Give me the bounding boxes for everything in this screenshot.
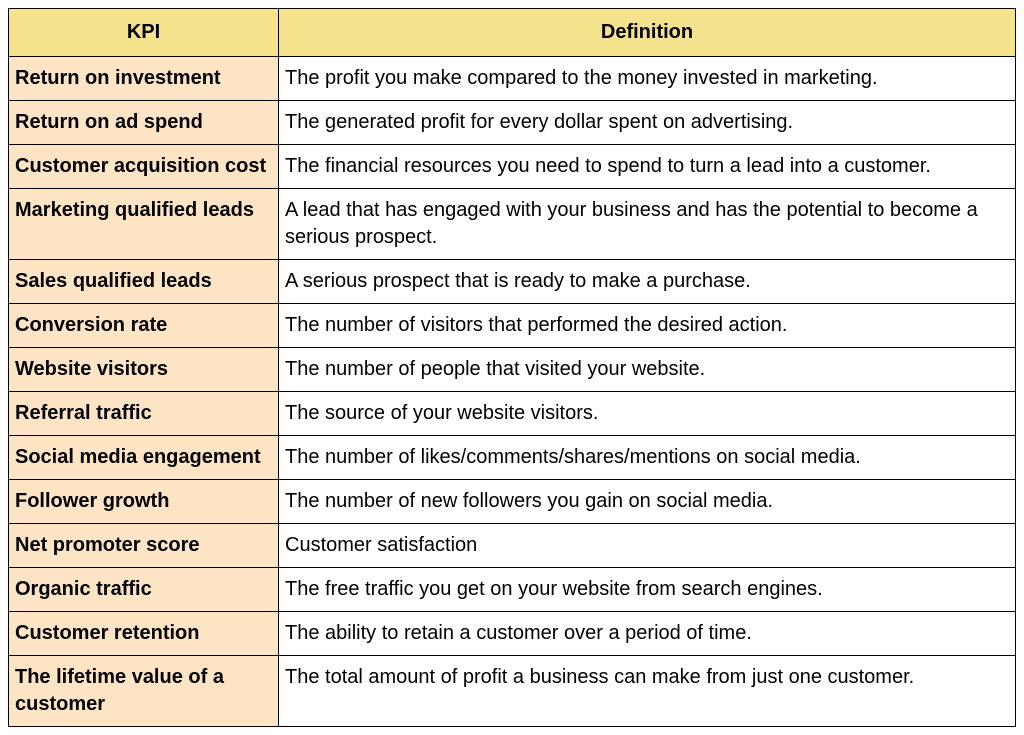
kpi-cell: Marketing qualified leads [9, 189, 279, 260]
kpi-cell: Social media engagement [9, 436, 279, 480]
table-row: Website visitors The number of people th… [9, 348, 1016, 392]
definition-cell: A serious prospect that is ready to make… [279, 260, 1016, 304]
table-row: Organic traffic The free traffic you get… [9, 568, 1016, 612]
kpi-cell: Customer retention [9, 612, 279, 656]
table-row: Net promoter score Customer satisfaction [9, 524, 1016, 568]
table-row: Follower growth The number of new follow… [9, 480, 1016, 524]
definition-cell: The number of new followers you gain on … [279, 480, 1016, 524]
kpi-cell: Organic traffic [9, 568, 279, 612]
definition-cell: The ability to retain a customer over a … [279, 612, 1016, 656]
table-row: Sales qualified leads A serious prospect… [9, 260, 1016, 304]
kpi-cell: Referral traffic [9, 392, 279, 436]
definition-cell: The free traffic you get on your website… [279, 568, 1016, 612]
kpi-cell: Sales qualified leads [9, 260, 279, 304]
definition-cell: The generated profit for every dollar sp… [279, 101, 1016, 145]
kpi-cell: Net promoter score [9, 524, 279, 568]
table-body: Return on investment The profit you make… [9, 57, 1016, 727]
table-row: Marketing qualified leads A lead that ha… [9, 189, 1016, 260]
table-header: KPI Definition [9, 9, 1016, 57]
definition-cell: The financial resources you need to spen… [279, 145, 1016, 189]
definition-cell: Customer satisfaction [279, 524, 1016, 568]
kpi-cell: Follower growth [9, 480, 279, 524]
table-row: The lifetime value of a customer The tot… [9, 656, 1016, 727]
column-header-definition: Definition [279, 9, 1016, 57]
table-row: Customer acquisition cost The financial … [9, 145, 1016, 189]
table-row: Social media engagement The number of li… [9, 436, 1016, 480]
table-row: Customer retention The ability to retain… [9, 612, 1016, 656]
table-row: Conversion rate The number of visitors t… [9, 304, 1016, 348]
definition-cell: The number of visitors that performed th… [279, 304, 1016, 348]
column-header-kpi: KPI [9, 9, 279, 57]
kpi-cell: Customer acquisition cost [9, 145, 279, 189]
table-row: Referral traffic The source of your webs… [9, 392, 1016, 436]
definition-cell: The source of your website visitors. [279, 392, 1016, 436]
definition-cell: A lead that has engaged with your busine… [279, 189, 1016, 260]
kpi-table: KPI Definition Return on investment The … [8, 8, 1016, 727]
kpi-cell: Return on investment [9, 57, 279, 101]
definition-cell: The number of likes/comments/shares/ment… [279, 436, 1016, 480]
definition-cell: The number of people that visited your w… [279, 348, 1016, 392]
kpi-cell: Website visitors [9, 348, 279, 392]
kpi-cell: Return on ad spend [9, 101, 279, 145]
kpi-cell: Conversion rate [9, 304, 279, 348]
table-row: Return on investment The profit you make… [9, 57, 1016, 101]
table-row: Return on ad spend The generated profit … [9, 101, 1016, 145]
definition-cell: The total amount of profit a business ca… [279, 656, 1016, 727]
definition-cell: The profit you make compared to the mone… [279, 57, 1016, 101]
kpi-cell: The lifetime value of a customer [9, 656, 279, 727]
